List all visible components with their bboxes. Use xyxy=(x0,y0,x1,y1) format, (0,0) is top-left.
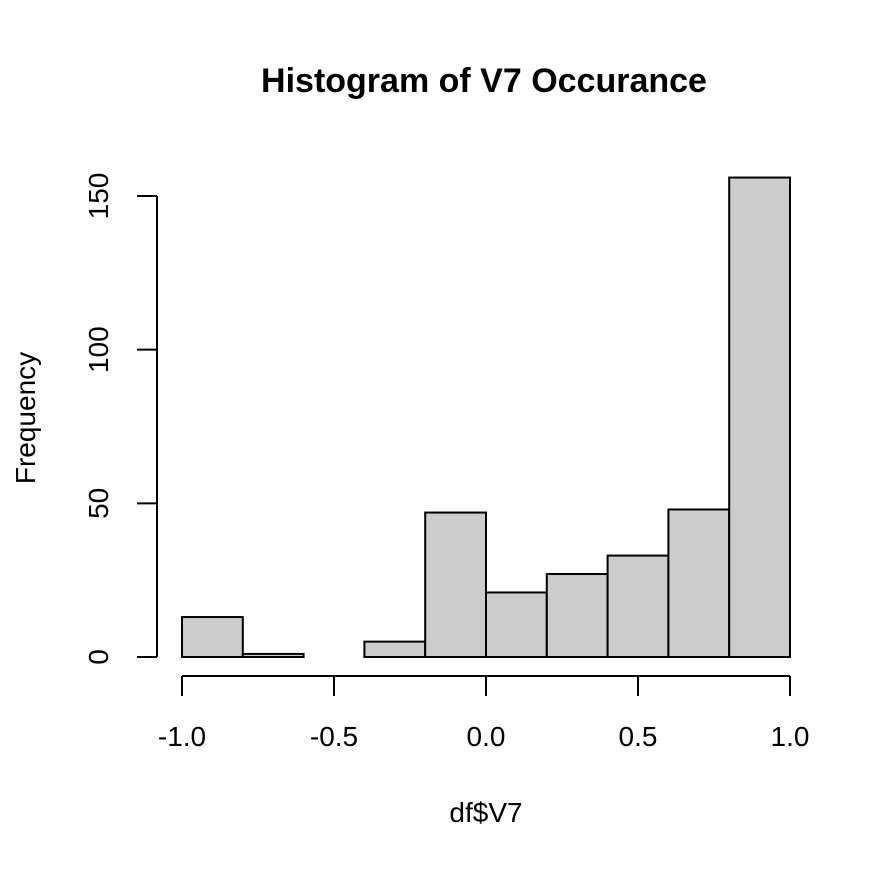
x-axis-label: df$V7 xyxy=(449,797,522,828)
histogram-bar-0 xyxy=(181,616,244,659)
bars-group xyxy=(181,176,792,659)
chart-title: Histogram of V7 Occurance xyxy=(261,62,707,100)
histogram-bar-5 xyxy=(485,591,548,659)
y-tick-label-0: 0 xyxy=(83,649,114,665)
x-tick-label-1: -0.5 xyxy=(310,721,358,752)
x-tick-label-0: -1.0 xyxy=(158,721,206,752)
histogram-bar-4 xyxy=(424,511,488,659)
y-tick-label-1: 50 xyxy=(83,488,114,519)
y-tick-label-3: 150 xyxy=(83,173,114,220)
y-tick-label-2: 100 xyxy=(83,326,114,373)
x-tick-label-3: 0.5 xyxy=(619,721,658,752)
histogram-bar-9 xyxy=(728,176,792,658)
histogram-bar-7 xyxy=(606,554,670,659)
histogram-bar-6 xyxy=(545,573,609,659)
y-axis-label: Frequency xyxy=(10,352,41,484)
histogram-bar-1 xyxy=(241,652,305,659)
histogram-bar-8 xyxy=(667,508,731,659)
x-tick-label-2: 0.0 xyxy=(467,721,506,752)
y-ticks-group: 0 50 100 150 xyxy=(83,173,157,665)
x-ticks-group: -1.0 -0.5 0.0 0.5 1.0 xyxy=(158,676,810,752)
histogram-bar-3 xyxy=(363,640,427,659)
x-tick-label-4: 1.0 xyxy=(771,721,810,752)
